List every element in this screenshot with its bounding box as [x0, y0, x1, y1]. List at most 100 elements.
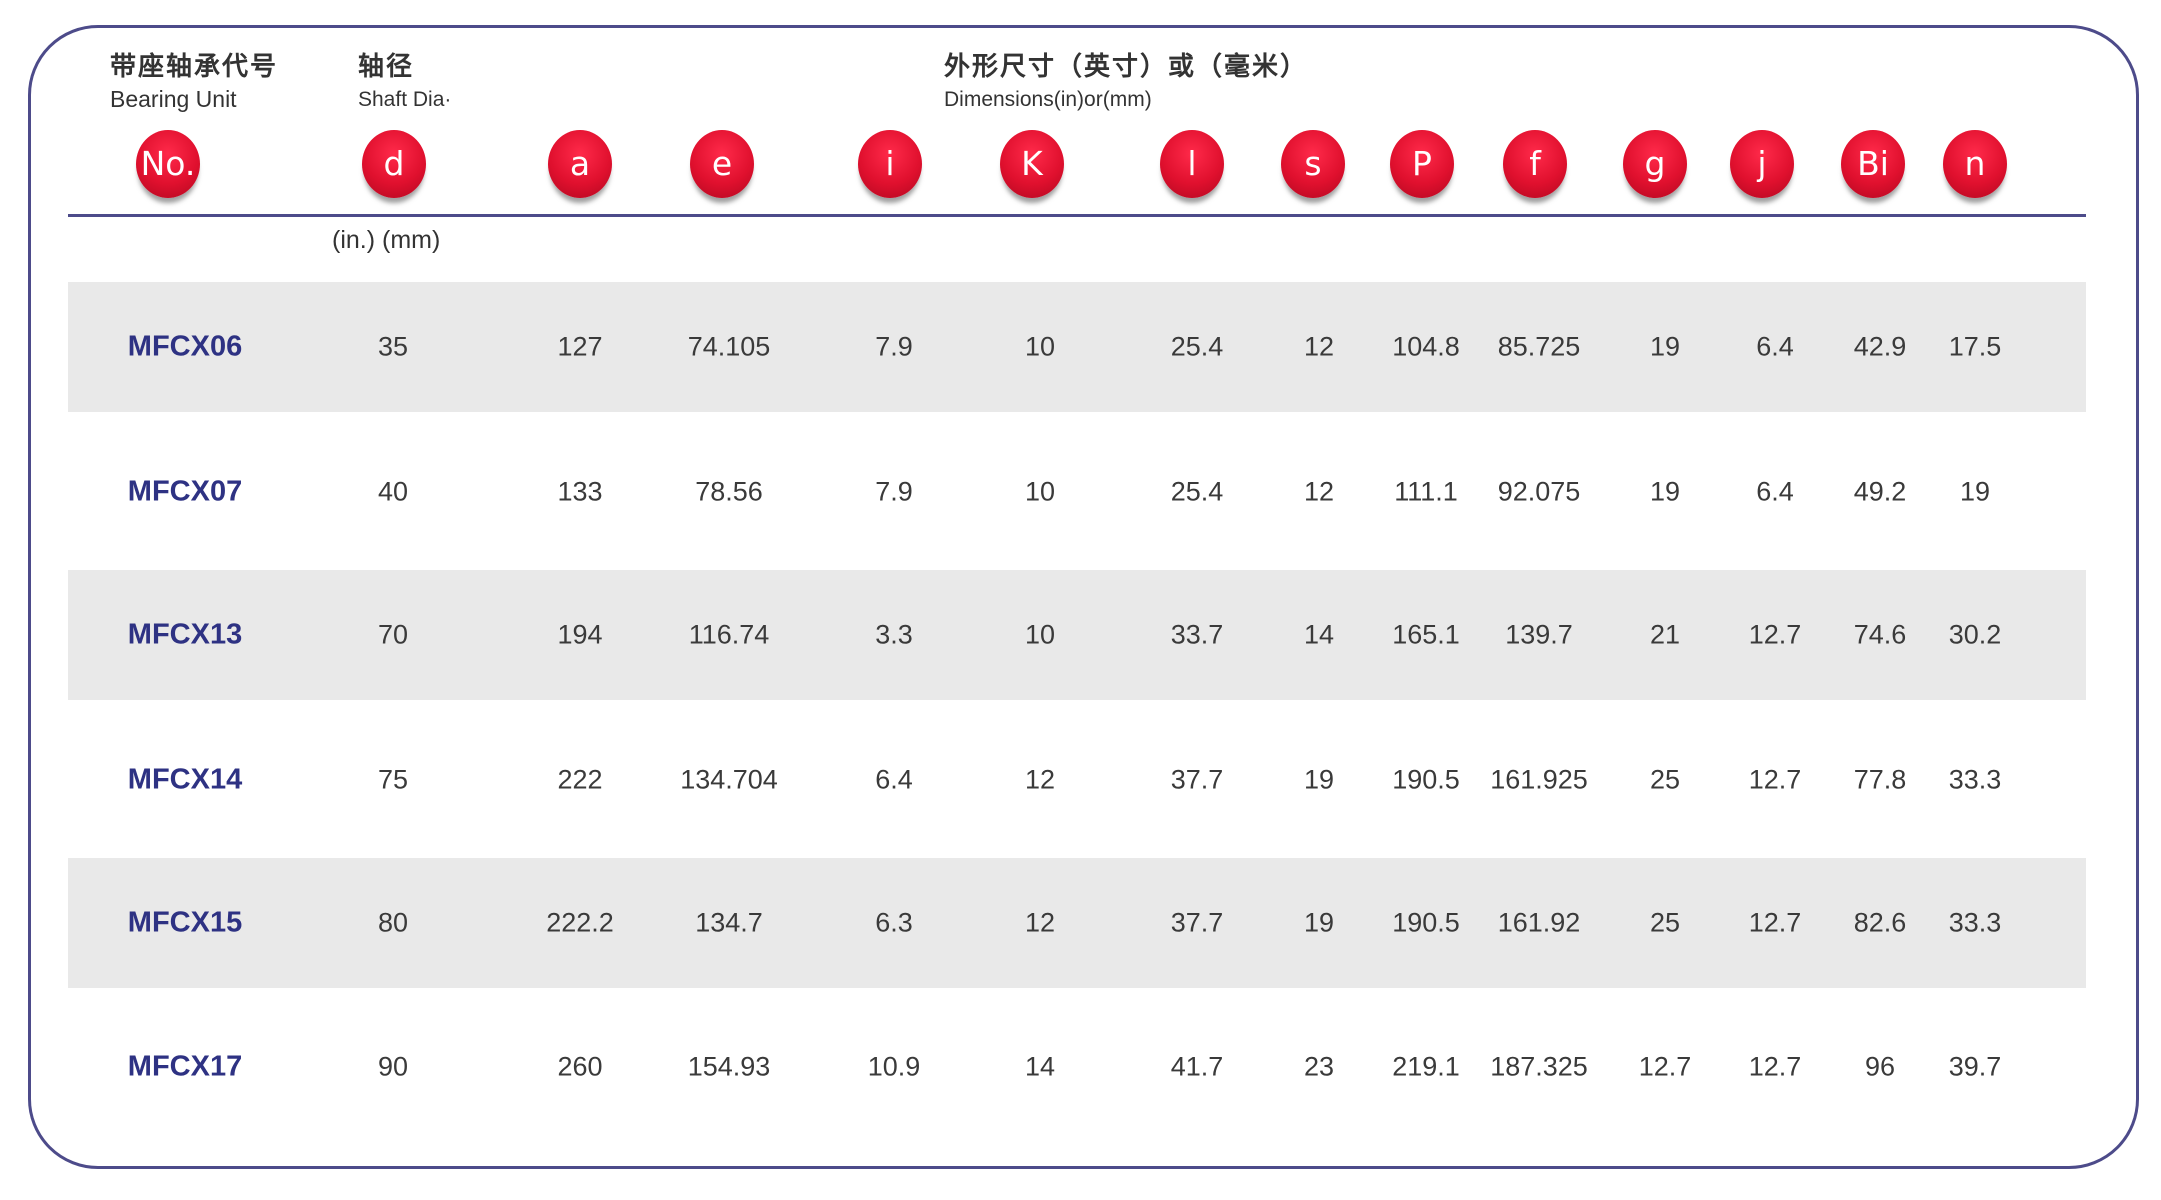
cell-a: 260	[557, 1051, 603, 1082]
cell-k: 10	[1024, 331, 1056, 362]
column-header-j: j	[1730, 130, 1794, 198]
cell-l: 41.7	[1170, 1051, 1224, 1082]
cell-p: 104.8	[1392, 331, 1460, 362]
dimensions-heading-cn: 外形尺寸（英寸）或（毫米）	[944, 51, 1309, 81]
cell-k: 12	[1024, 907, 1056, 938]
cell-d: 75	[377, 764, 409, 795]
cell-n: 33.3	[1948, 907, 2002, 938]
cell-p: 165.1	[1392, 619, 1460, 650]
cell-s: 23	[1303, 1051, 1335, 1082]
cell-s: 12	[1303, 476, 1335, 507]
cell-d: 40	[377, 476, 409, 507]
cell-s: 19	[1303, 764, 1335, 795]
cell-l: 37.7	[1170, 907, 1224, 938]
cell-n: 17.5	[1948, 331, 2002, 362]
cell-g: 19	[1649, 331, 1681, 362]
cell-f: 187.325	[1490, 1051, 1588, 1082]
cell-d: 35	[377, 331, 409, 362]
cell-n: 19	[1959, 476, 1991, 507]
column-header-p: P	[1390, 130, 1454, 198]
bearing-code: MFCX07	[127, 475, 243, 508]
table-row: MFCX17 90 260 154.93 10.9 14 41.7 23 219.1 187.32…	[68, 1002, 2086, 1132]
cell-bi: 96	[1864, 1051, 1896, 1082]
cell-n: 39.7	[1948, 1051, 2002, 1082]
cell-k: 14	[1024, 1051, 1056, 1082]
table-row: MFCX06 35 127 74.105 7.9 10 25.4 12 104.8 85.725 1…	[68, 282, 2086, 412]
cell-i: 3.3	[875, 619, 913, 650]
cell-l: 25.4	[1170, 476, 1224, 507]
cell-j: 12.7	[1748, 1051, 1802, 1082]
bearing-code: MFCX14	[127, 763, 243, 796]
cell-j: 6.4	[1756, 476, 1794, 507]
cell-e: 116.74	[688, 619, 770, 650]
cell-l: 25.4	[1170, 331, 1224, 362]
table-row: MFCX13 70 194 116.74 3.3 10 33.7 14 165.1 139.7 21…	[68, 570, 2086, 700]
cell-k: 12	[1024, 764, 1056, 795]
cell-d: 90	[377, 1051, 409, 1082]
cell-a: 127	[557, 331, 603, 362]
cell-a: 222.2	[546, 907, 614, 938]
bearing-unit-heading-cn: 带座轴承代号	[110, 51, 279, 81]
cell-bi: 82.6	[1853, 907, 1907, 938]
shaft-heading-en: Shaft Dia·	[358, 88, 452, 111]
cell-i: 6.3	[875, 907, 913, 938]
cell-d: 70	[377, 619, 409, 650]
cell-a: 194	[557, 619, 603, 650]
cell-e: 134.704	[680, 764, 778, 795]
cell-e: 74.105	[687, 331, 771, 362]
cell-g: 25	[1649, 764, 1681, 795]
cell-j: 12.7	[1748, 907, 1802, 938]
column-header-a: a	[548, 130, 612, 198]
cell-f: 161.92	[1497, 907, 1581, 938]
column-header-d: d	[362, 130, 426, 198]
cell-j: 6.4	[1756, 331, 1794, 362]
cell-g: 21	[1649, 619, 1681, 650]
cell-f: 85.725	[1497, 331, 1581, 362]
cell-l: 37.7	[1170, 764, 1224, 795]
cell-g: 19	[1649, 476, 1681, 507]
cell-n: 33.3	[1948, 764, 2002, 795]
cell-s: 19	[1303, 907, 1335, 938]
cell-g: 25	[1649, 907, 1681, 938]
column-header-f: f	[1503, 130, 1567, 198]
table-row: MFCX15 80 222.2 134.7 6.3 12 37.7 19 190.5 161.92…	[68, 858, 2086, 988]
shaft-heading-cn: 轴径	[358, 51, 415, 81]
column-header-bi: Bi	[1841, 130, 1905, 198]
column-header-k: K	[1000, 130, 1064, 198]
cell-i: 6.4	[875, 764, 913, 795]
cell-a: 133	[557, 476, 603, 507]
bearing-code: MFCX06	[127, 330, 243, 363]
bearing-unit-heading-en: Bearing Unit	[110, 86, 237, 112]
cell-s: 14	[1303, 619, 1335, 650]
table-row: MFCX07 40 133 78.56 7.9 10 25.4 12 111.1 92.075 19…	[68, 427, 2086, 557]
cell-i: 10.9	[867, 1051, 921, 1082]
cell-l: 33.7	[1170, 619, 1224, 650]
cell-i: 7.9	[875, 476, 913, 507]
bearing-code: MFCX13	[127, 618, 243, 651]
cell-n: 30.2	[1948, 619, 2002, 650]
cell-s: 12	[1303, 331, 1335, 362]
cell-p: 190.5	[1392, 907, 1460, 938]
bearing-code: MFCX17	[127, 1050, 243, 1083]
column-header-e: e	[690, 130, 754, 198]
cell-p: 190.5	[1392, 764, 1460, 795]
column-header-s: s	[1281, 130, 1345, 198]
cell-g: 12.7	[1638, 1051, 1692, 1082]
column-header-i: i	[858, 130, 922, 198]
cell-d: 80	[377, 907, 409, 938]
table-row: MFCX14 75 222 134.704 6.4 12 37.7 19 190.5 161.92…	[68, 715, 2086, 845]
dimensions-heading-en: Dimensions(in)or(mm)	[944, 88, 1152, 111]
cell-e: 78.56	[695, 476, 763, 507]
cell-f: 139.7	[1505, 619, 1573, 650]
cell-bi: 77.8	[1853, 764, 1907, 795]
cell-i: 7.9	[875, 331, 913, 362]
header-divider	[68, 214, 2086, 217]
column-header-g: g	[1623, 130, 1687, 198]
cell-bi: 49.2	[1853, 476, 1907, 507]
cell-bi: 74.6	[1853, 619, 1907, 650]
cell-e: 154.93	[687, 1051, 771, 1082]
cell-k: 10	[1024, 619, 1056, 650]
cell-e: 134.7	[695, 907, 763, 938]
cell-k: 10	[1024, 476, 1056, 507]
unit-note: (in.) (mm)	[332, 226, 441, 254]
